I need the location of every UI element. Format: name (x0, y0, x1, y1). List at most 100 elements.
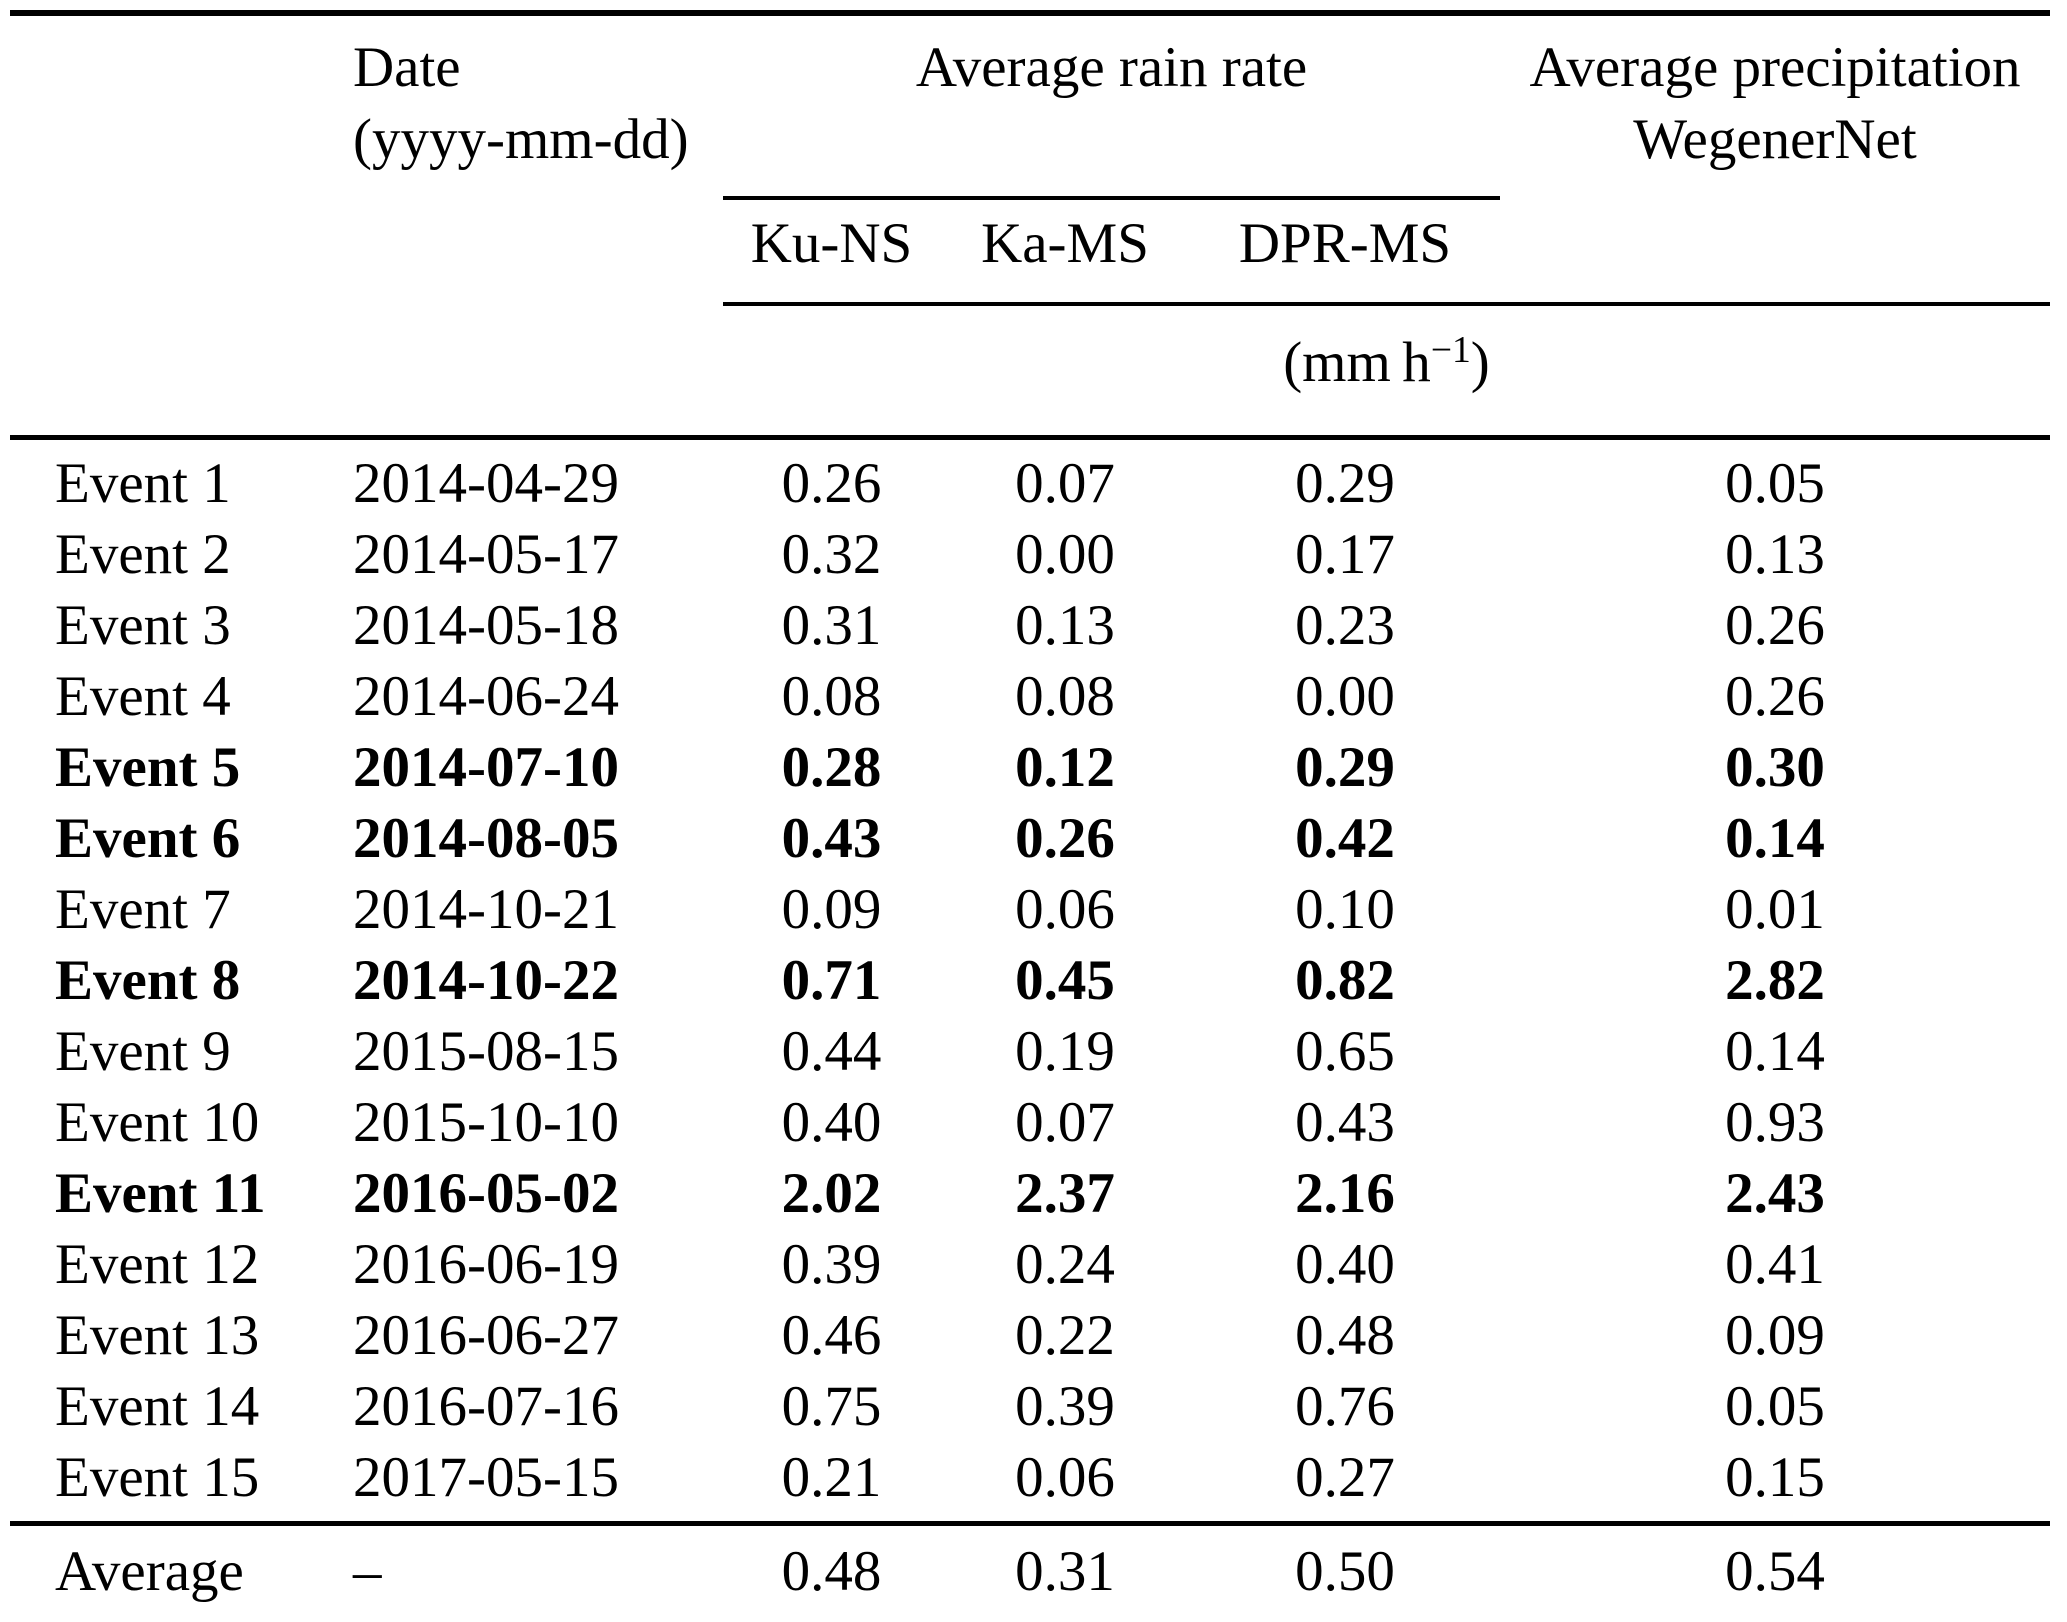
precipitation-events-table: Date Average rain rate Average precipita… (10, 10, 2050, 1622)
wegenernet-cell: 0.30 (1725, 735, 1825, 799)
wegenernet-cell: 0.05 (1725, 1374, 1825, 1438)
date-cell: 2014-08-05 (353, 806, 619, 870)
ka-ms-cell: 0.24 (1015, 1232, 1115, 1296)
ku-ns-cell: 0.09 (781, 877, 882, 941)
ku-ns-cell: 0.75 (781, 1374, 882, 1438)
ku-ns-cell: 0.40 (781, 1090, 882, 1154)
event-cell: Event 5 (55, 735, 241, 799)
ka-ms-cell: 0.39 (1015, 1374, 1115, 1438)
table-row: Event 10 2015-10-10 0.40 0.07 0.43 0.93 (10, 1087, 2050, 1158)
date-cell: 2014-07-10 (353, 735, 619, 799)
ku-ns-cell: 0.08 (781, 664, 882, 728)
wegenernet-cell: 0.26 (1725, 593, 1825, 657)
average-ka-ms-cell: 0.31 (1015, 1539, 1115, 1603)
date-header-line1: Date (353, 36, 461, 99)
wegenernet-cell: 0.13 (1725, 522, 1825, 586)
table-row: Event 7 2014-10-21 0.09 0.06 0.10 0.01 (10, 874, 2050, 945)
dpr-ms-cell: 0.17 (1295, 522, 1395, 586)
rain-rate-group-header: Average rain rate (915, 36, 1308, 99)
event-cell: Event 14 (55, 1374, 260, 1438)
ka-ms-cell: 0.13 (1015, 593, 1115, 657)
wegenernet-cell: 0.01 (1725, 877, 1825, 941)
event-cell: Event 8 (55, 948, 241, 1012)
date-cell: 2016-06-19 (353, 1232, 619, 1296)
header-bottom-rule (10, 434, 2050, 440)
event-cell: Event 3 (55, 593, 231, 657)
wegenernet-cell: 0.09 (1725, 1303, 1825, 1367)
unit-prefix: (mm h (1283, 330, 1431, 394)
ka-ms-cell: 0.45 (1015, 948, 1115, 1012)
table-row: Event 14 2016-07-16 0.75 0.39 0.76 0.05 (10, 1371, 2050, 1442)
precip-header-line1: Average precipitation (1529, 36, 2021, 99)
date-cell: 2014-04-29 (353, 451, 619, 515)
event-cell: Event 7 (55, 877, 231, 941)
ka-ms-cell: 0.07 (1015, 1090, 1115, 1154)
ka-ms-cell: 2.37 (1015, 1161, 1115, 1225)
ka-ms-cell: 0.00 (1015, 522, 1115, 586)
event-cell: Event 1 (55, 451, 231, 515)
wegenernet-cell: 0.05 (1725, 451, 1825, 515)
table-row: Event 12 2016-06-19 0.39 0.24 0.40 0.41 (10, 1229, 2050, 1300)
table-row: Event 6 2014-08-05 0.43 0.26 0.42 0.14 (10, 803, 2050, 874)
table-row: Event 15 2017-05-15 0.21 0.06 0.27 0.15 (10, 1442, 2050, 1513)
date-cell: 2017-05-15 (353, 1445, 619, 1509)
table-row: Event 8 2014-10-22 0.71 0.45 0.82 2.82 (10, 945, 2050, 1016)
unit-exponent: −1 (1430, 329, 1471, 371)
dpr-ms-cell: 0.43 (1295, 1090, 1395, 1154)
dpr-ms-cell: 0.82 (1295, 948, 1395, 1012)
date-cell: 2014-05-18 (353, 593, 619, 657)
ku-ns-cell: 2.02 (781, 1161, 882, 1225)
table-row: Event 5 2014-07-10 0.28 0.12 0.29 0.30 (10, 732, 2050, 803)
unit-row: (mm h−1) (10, 314, 2050, 399)
wegenernet-cell: 2.82 (1725, 948, 1825, 1012)
dpr-ms-cell: 0.27 (1295, 1445, 1395, 1509)
ku-ns-cell: 0.43 (781, 806, 882, 870)
wegenernet-cell: 2.43 (1725, 1161, 1825, 1225)
subheader-row: Ku-NS Ka-MS DPR-MS (10, 208, 2050, 280)
ka-ms-cell: 0.06 (1015, 877, 1115, 941)
average-dpr-ms-cell: 0.50 (1295, 1539, 1395, 1603)
dpr-ms-cell: 0.48 (1295, 1303, 1395, 1367)
date-cell: 2016-06-27 (353, 1303, 619, 1367)
date-cell: 2014-10-22 (353, 948, 619, 1012)
wegenernet-cell: 0.14 (1725, 806, 1825, 870)
average-ku-ns-cell: 0.48 (781, 1539, 882, 1603)
ku-ns-cell: 0.31 (781, 593, 882, 657)
date-cell: 2015-10-10 (353, 1090, 619, 1154)
dpr-ms-cell: 2.16 (1295, 1161, 1395, 1225)
table-row: Event 13 2016-06-27 0.46 0.22 0.48 0.09 (10, 1300, 2050, 1371)
ka-ms-cell: 0.12 (1015, 735, 1115, 799)
ku-ns-cell: 0.39 (781, 1232, 882, 1296)
event-cell: Event 2 (55, 522, 231, 586)
date-cell: 2014-05-17 (353, 522, 619, 586)
event-cell: Event 13 (55, 1303, 260, 1367)
table-row: Event 4 2014-06-24 0.08 0.08 0.00 0.26 (10, 661, 2050, 732)
event-cell: Event 6 (55, 806, 241, 870)
unit-cell: (mm h−1) (723, 314, 2050, 399)
ku-ns-cell: 0.26 (781, 451, 882, 515)
date-cell: 2016-07-16 (353, 1374, 619, 1438)
wegenernet-cell: 0.93 (1725, 1090, 1825, 1154)
wegenernet-cell: 0.15 (1725, 1445, 1825, 1509)
dpr-ms-cell: 0.65 (1295, 1019, 1395, 1083)
dpr-ms-cell: 0.76 (1295, 1374, 1395, 1438)
ku-ns-cell: 0.71 (781, 948, 882, 1012)
subheader-rule (723, 302, 2050, 306)
table-body: Event 1 2014-04-29 0.26 0.07 0.29 0.05 E… (10, 440, 2050, 1513)
event-cell: Event 11 (55, 1161, 266, 1225)
ka-ms-cell: 0.06 (1015, 1445, 1115, 1509)
date-cell: 2015-08-15 (353, 1019, 619, 1083)
date-cell: 2014-06-24 (353, 664, 619, 728)
ka-ms-cell: 0.08 (1015, 664, 1115, 728)
unit-suffix: ) (1470, 330, 1490, 394)
dpr-ms-cell: 0.29 (1295, 735, 1395, 799)
date-cell: 2014-10-21 (353, 877, 619, 941)
event-cell: Event 9 (55, 1019, 231, 1083)
event-cell: Event 4 (55, 664, 231, 728)
date-header-line2: (yyyy-mm-dd) (353, 108, 689, 171)
dpr-ms-cell: 0.23 (1295, 593, 1395, 657)
average-row: Average – 0.48 0.31 0.50 0.54 (10, 1536, 2050, 1607)
table-row: Event 1 2014-04-29 0.26 0.07 0.29 0.05 (10, 448, 2050, 519)
table-row: Event 3 2014-05-18 0.31 0.13 0.23 0.26 (10, 590, 2050, 661)
